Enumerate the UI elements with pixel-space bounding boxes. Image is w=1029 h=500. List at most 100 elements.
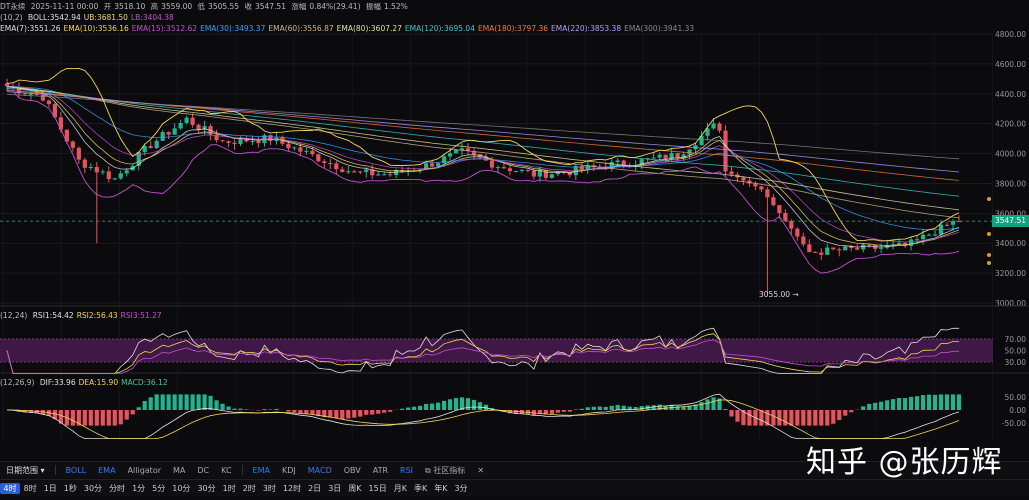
timeframe-16[interactable]: 周K: [348, 483, 362, 493]
candle-body: [855, 247, 860, 250]
candle-body: [352, 171, 357, 173]
timeframe-2[interactable]: 1日: [43, 483, 57, 493]
boll-value-1: UB:3681.50: [83, 13, 128, 22]
candle-body: [238, 138, 243, 144]
macd-histogram-bar: [136, 407, 141, 410]
macd-histogram-bar: [795, 410, 800, 426]
candle-body: [932, 234, 938, 236]
boll-value-2: LB:3404.38: [130, 13, 174, 22]
candle-body: [82, 159, 87, 168]
sub-indicator-4[interactable]: ATR: [372, 465, 389, 475]
candle-body: [286, 143, 291, 149]
candle-body: [166, 132, 171, 135]
main-indicator-5[interactable]: KC: [221, 465, 232, 475]
candle-body: [717, 123, 722, 131]
candle-body: [789, 220, 794, 229]
timeframe-toolbar: 4时 8时 1日 1秒 30分 分时 1分 5分 10分 30分 1时 2时 3时 12时 2日 3日 周K 15…: [0, 479, 1029, 496]
sub-indicator-2[interactable]: MACD: [307, 465, 332, 475]
price-tick-label: 4400.00: [995, 90, 1026, 99]
macd-histogram-bar: [483, 404, 489, 410]
macd-histogram-bar: [513, 410, 519, 415]
sub-indicator-1[interactable]: KDJ: [281, 465, 296, 475]
main-indicator-2[interactable]: Alligator: [127, 465, 162, 475]
candle-body: [328, 163, 333, 165]
sub-indicator-0[interactable]: EMA: [252, 465, 270, 475]
macd-histogram-bar: [142, 400, 147, 410]
candlestick-chart[interactable]: 4800.00 4600.00 4400.00 4200.00 4000.00 3800.…: [0, 0, 1029, 440]
timeframe-4[interactable]: 30分: [83, 483, 103, 493]
candle-body: [376, 174, 381, 176]
macd-histogram-bar: [310, 410, 315, 415]
timeframe-10[interactable]: 1时: [222, 483, 236, 493]
timeframe-12[interactable]: 3时: [262, 483, 276, 493]
candle-body: [214, 134, 219, 141]
timeframe-18[interactable]: 月K: [393, 483, 407, 493]
candle-body: [46, 100, 52, 105]
macd-histogram-bar: [699, 402, 704, 410]
macd-histogram-bar: [232, 408, 237, 410]
macd-histogram-bar: [944, 394, 950, 410]
candle-body: [669, 153, 674, 160]
macd-histogram-bar: [675, 406, 680, 410]
candle-body: [430, 163, 435, 167]
timeframe-5[interactable]: 分时: [109, 483, 126, 493]
candle-body: [813, 251, 818, 253]
timeframe-8[interactable]: 10分: [172, 483, 191, 493]
candle-body: [651, 157, 656, 159]
timeframe-20[interactable]: 年K: [434, 483, 448, 493]
candle-body: [142, 146, 147, 153]
sub-indicator-5[interactable]: RSI: [400, 465, 414, 475]
timeframe-7[interactable]: 5分: [152, 483, 166, 493]
candle-body: [867, 244, 872, 246]
community-indicators-button[interactable]: ⧉ 社区指标: [425, 465, 466, 475]
macd-histogram-bar: [879, 401, 884, 410]
candle-body: [435, 163, 441, 167]
timeframe-6[interactable]: 1分: [132, 483, 146, 493]
candle-body: [304, 150, 309, 152]
macd-dif-line: [6, 393, 960, 439]
timeframe-15[interactable]: 3日: [328, 483, 342, 493]
rsi-line-2: [6, 333, 959, 374]
candle-body: [705, 128, 710, 136]
rsi-value-2: RSI3:51.27: [120, 311, 162, 320]
main-indicator-0[interactable]: BOLL: [65, 465, 87, 475]
candle-body: [914, 239, 920, 241]
ema-line-7: [6, 86, 960, 248]
timeframe-19[interactable]: 季K: [413, 483, 428, 493]
candle-body: [136, 152, 141, 166]
macd-histogram-bar: [172, 394, 177, 410]
candle-body: [16, 87, 22, 94]
timeframe-1[interactable]: 8时: [23, 483, 37, 493]
timeframe-13[interactable]: 12时: [282, 483, 302, 493]
timeframe-14[interactable]: 2日: [308, 483, 322, 493]
sub-indicator-3[interactable]: OBV: [343, 465, 361, 475]
candle-body: [465, 148, 471, 152]
price-tick-label: 4800.00: [995, 30, 1026, 39]
macd-histogram-bar: [591, 406, 596, 410]
macd-histogram-bar: [633, 406, 638, 410]
macd-histogram-bar: [412, 406, 417, 410]
main-indicator-1[interactable]: EMA: [98, 465, 116, 475]
close-icon[interactable]: ✕: [477, 465, 485, 475]
boll-info-line: (10,2) BOLL:3542.94 UB:3681.50 LB:3404.38: [0, 13, 174, 22]
ema-value-0: EMA(7):3551.26: [0, 24, 61, 33]
main-indicator-4[interactable]: DC: [197, 465, 210, 475]
macd-histogram-bar: [376, 410, 381, 414]
macd-histogram-bar: [819, 410, 824, 426]
timeframe-3[interactable]: 1秒: [63, 483, 77, 493]
macd-value-2: MACD:36.12: [121, 378, 168, 387]
macd-histogram-bar: [418, 405, 423, 410]
candle-body: [807, 244, 812, 252]
macd-histogram-bar: [52, 410, 57, 420]
price-marker-dot: [987, 232, 991, 236]
timeframe-0[interactable]: 4时: [0, 482, 21, 494]
date-range-button[interactable]: 日期范围 ▾: [6, 465, 45, 475]
main-indicator-3[interactable]: MA: [173, 465, 186, 475]
macd-histogram-bar: [196, 394, 201, 410]
timeframe-17[interactable]: 15日: [368, 483, 387, 493]
macd-dea-line: [7, 399, 960, 439]
timeframe-9[interactable]: 30分: [197, 483, 216, 493]
timeframe-21[interactable]: 3分: [454, 483, 468, 493]
macd-tick-label: 0.00: [1009, 406, 1026, 415]
timeframe-11[interactable]: 2时: [242, 483, 256, 493]
